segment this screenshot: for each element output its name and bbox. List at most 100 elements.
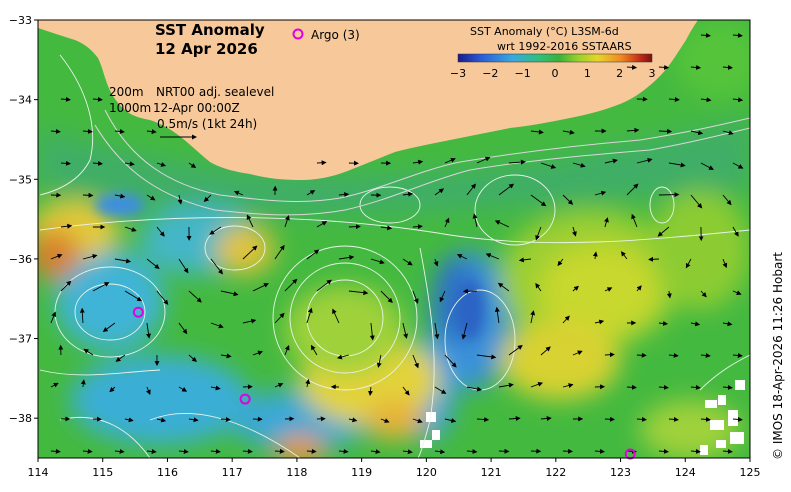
- current-vector: [603, 217, 609, 228]
- argo-legend-label: Argo (3): [311, 28, 360, 42]
- current-vector: [508, 344, 523, 356]
- current-vector: [530, 129, 544, 135]
- y-axis-tick-label: −34: [9, 94, 32, 107]
- current-vector: [146, 322, 152, 339]
- colorbar-tick-label: 3: [649, 67, 656, 80]
- current-vector: [210, 322, 224, 329]
- current-vector: [594, 448, 605, 454]
- current-vector: [434, 386, 447, 394]
- current-vector: [203, 194, 212, 203]
- current-vector: [370, 449, 381, 455]
- current-vector: [412, 224, 423, 230]
- current-vector: [498, 183, 515, 196]
- current-vector: [494, 220, 510, 228]
- current-vector: [444, 418, 457, 423]
- current-vector: [572, 350, 583, 356]
- current-vector: [498, 382, 514, 388]
- current-vector: [444, 217, 450, 228]
- current-vector: [83, 348, 94, 356]
- current-vector: [592, 251, 598, 260]
- current-vector: [348, 224, 361, 230]
- x-axis: 114 115 116 117 118 119 120 121 122 123 124 125: [28, 458, 761, 479]
- x-axis-tick-label: 123: [610, 466, 631, 479]
- current-vector: [252, 350, 263, 356]
- current-vector: [700, 352, 711, 358]
- current-vector: [732, 290, 742, 296]
- current-vector: [444, 354, 457, 368]
- current-vector: [369, 322, 375, 341]
- current-vector: [82, 448, 93, 454]
- current-vector: [306, 307, 313, 324]
- current-vector: [188, 290, 202, 303]
- current-vector: [146, 129, 157, 135]
- current-vector: [476, 354, 497, 360]
- y-axis-tick-label: −38: [9, 412, 32, 425]
- current-vector: [60, 223, 73, 229]
- current-vector: [402, 449, 413, 455]
- plot-frame: [37, 19, 751, 459]
- current-vector: [156, 290, 169, 305]
- current-vector: [562, 315, 570, 324]
- current-vector: [376, 354, 382, 368]
- current-vector: [156, 162, 167, 167]
- current-vector: [402, 322, 409, 339]
- current-vector: [530, 381, 544, 388]
- current-vector: [220, 353, 232, 359]
- current-vector: [434, 449, 446, 455]
- current-vector: [124, 226, 137, 232]
- current-vector: [690, 448, 701, 454]
- current-vectors: [50, 32, 744, 455]
- current-vector: [540, 415, 552, 421]
- current-vector: [466, 386, 483, 392]
- y-axis-tick-label: −35: [9, 173, 32, 186]
- current-vector: [572, 162, 586, 168]
- current-vector: [648, 256, 659, 262]
- x-axis-tick-label: 124: [675, 466, 696, 479]
- current-vector: [666, 290, 672, 299]
- current-vector: [690, 384, 701, 390]
- legend-depth-200m: 200m: [109, 85, 144, 99]
- x-axis-tick-label: 120: [416, 466, 437, 479]
- current-vector: [310, 344, 318, 356]
- current-vector: [444, 157, 456, 164]
- current-vector: [124, 417, 134, 423]
- current-vector: [246, 214, 254, 228]
- current-vector: [316, 279, 332, 292]
- x-axis-tick-label: 117: [222, 466, 243, 479]
- legend-time-text: 12-Apr 00:00Z: [153, 101, 240, 115]
- current-vector: [636, 157, 653, 164]
- title-line-1: SST Anomaly: [155, 21, 265, 39]
- current-vector: [461, 322, 468, 340]
- bathymetry-contours: [94, 109, 750, 216]
- current-vector: [370, 258, 385, 265]
- current-vector: [476, 417, 490, 422]
- current-vector: [508, 416, 521, 422]
- current-vector: [626, 127, 640, 133]
- colorbar-tick-label: −2: [482, 67, 498, 80]
- current-vector: [494, 306, 500, 324]
- current-vector: [434, 188, 445, 196]
- current-vector: [402, 386, 410, 396]
- current-vector: [242, 245, 258, 260]
- current-vector: [668, 97, 680, 102]
- copyright-text: © IMOS 18-Apr-2026 11:26 Hobart: [771, 252, 785, 460]
- current-vector: [124, 161, 135, 167]
- current-vector: [497, 282, 510, 292]
- current-vector: [114, 128, 125, 134]
- current-vector: [114, 193, 126, 199]
- current-vector: [562, 129, 575, 135]
- current-vector: [535, 282, 542, 292]
- current-vector: [380, 290, 393, 304]
- current-vector: [284, 215, 290, 228]
- x-axis-tick-label: 121: [481, 466, 502, 479]
- colorbar-tick-label: −1: [515, 67, 531, 80]
- current-vector: [274, 312, 285, 324]
- current-vector: [338, 448, 349, 454]
- current-vector: [156, 226, 165, 237]
- current-vector: [274, 448, 285, 454]
- current-vector: [50, 128, 61, 134]
- argo-float-marker: [132, 306, 144, 318]
- current-vector: [636, 352, 647, 358]
- current-vector: [620, 251, 628, 260]
- legend-depth-1000m: 1000m: [109, 101, 151, 115]
